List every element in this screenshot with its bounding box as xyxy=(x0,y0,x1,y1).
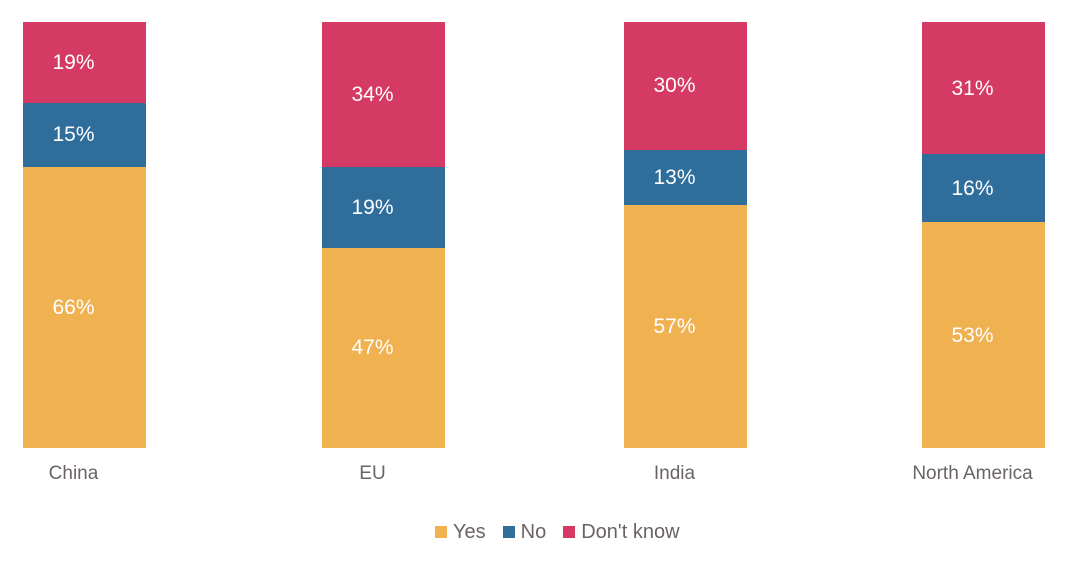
legend-swatch xyxy=(435,526,447,538)
bar-north-america: 31% 16% 53% xyxy=(922,22,1045,448)
bar-segment-yes[interactable]: 53% xyxy=(922,222,1045,448)
legend: Yes No Don't know xyxy=(435,520,680,544)
x-axis-label-eu: EU xyxy=(359,463,386,484)
legend-item-don-t-know[interactable]: Don't know xyxy=(563,521,680,543)
bar-segment-label: 15% xyxy=(52,123,95,147)
bar-segment-don-t-know[interactable]: 31% xyxy=(922,22,1045,155)
bar-segment-label: 19% xyxy=(351,195,394,219)
bar-india: 30% 13% 57% xyxy=(624,22,747,448)
legend-item-yes[interactable]: Yes xyxy=(435,522,486,542)
bar-segment-yes[interactable]: 57% xyxy=(624,205,747,448)
bar-segment-don-t-know[interactable]: 30% xyxy=(624,22,747,150)
bar-segment-no[interactable]: 16% xyxy=(922,154,1045,223)
legend-swatch xyxy=(502,526,515,538)
bar-china: 19% 15% 66% xyxy=(23,22,146,448)
legend-swatch xyxy=(563,526,576,538)
bar-segment-don-t-know[interactable]: 19% xyxy=(23,22,146,103)
x-axis-label-north-america: North America xyxy=(912,463,1033,484)
legend-label: Yes xyxy=(453,521,486,543)
bar-segment-yes[interactable]: 66% xyxy=(23,166,146,448)
x-axis-label-india: India xyxy=(653,463,696,484)
legend-item-no[interactable]: No xyxy=(502,521,547,543)
bar-segment-label: 66% xyxy=(52,295,95,319)
bar-segment-label: 53% xyxy=(951,323,994,347)
bar-segment-don-t-know[interactable]: 34% xyxy=(322,22,445,167)
bar-segment-label: 57% xyxy=(653,315,696,339)
bar-segment-label: 13% xyxy=(653,165,696,189)
bar-segment-label: 34% xyxy=(351,82,394,106)
bar-segment-no[interactable]: 13% xyxy=(624,149,747,206)
bar-eu: 34% 19% 47% xyxy=(322,22,445,448)
bar-segment-no[interactable]: 19% xyxy=(322,166,445,248)
bar-segment-label: 31% xyxy=(951,76,994,100)
x-axis-label-china: China xyxy=(48,463,99,484)
bar-segment-label: 47% xyxy=(351,336,394,360)
legend-label: No xyxy=(520,521,547,543)
bar-segment-label: 16% xyxy=(951,176,994,200)
bar-segment-no[interactable]: 15% xyxy=(23,102,146,167)
bar-segment-yes[interactable]: 47% xyxy=(322,247,445,448)
bar-segment-label: 30% xyxy=(653,74,696,98)
bar-segment-label: 19% xyxy=(52,50,95,74)
legend-label: Don't know xyxy=(581,521,680,543)
